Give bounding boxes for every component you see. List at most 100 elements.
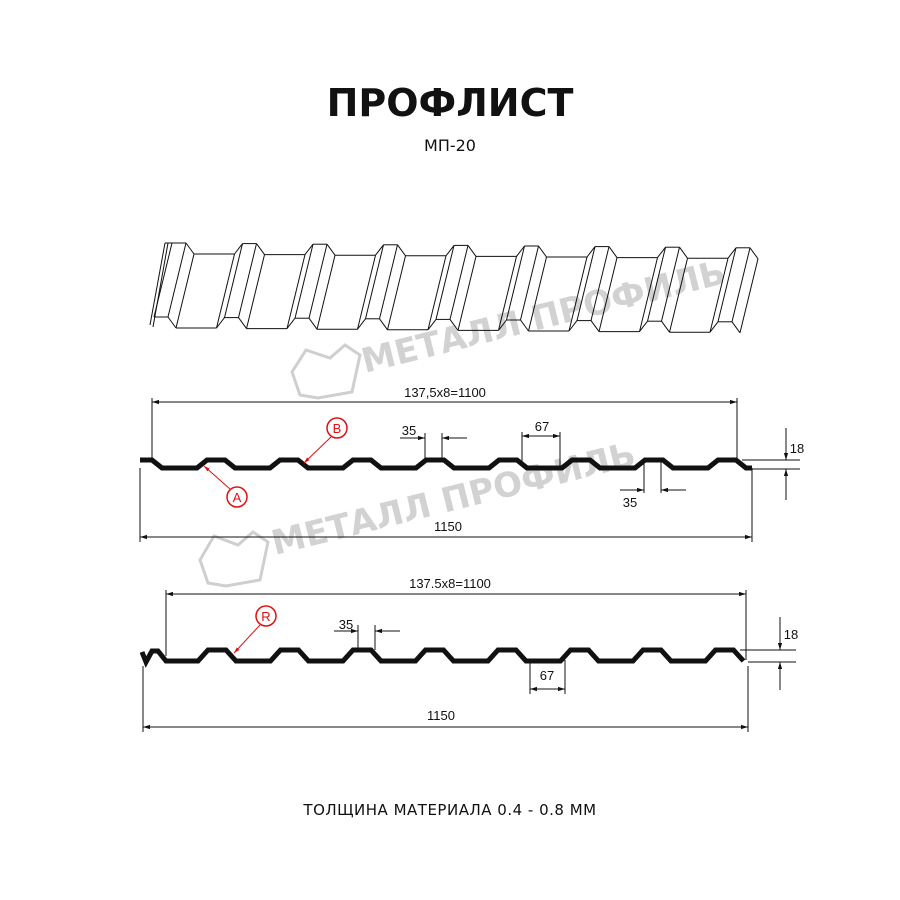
sheet-3d-view (149, 242, 759, 334)
pitch-dimension-label: 137.5x8=1100 (409, 576, 491, 591)
sheet-edge (657, 246, 666, 258)
total-width-label: 1150 (434, 519, 462, 534)
sheet-edge (185, 242, 195, 255)
material-thickness: ТОЛЩИНА МАТЕРИАЛА 0.4 - 0.8 ММ (302, 801, 596, 819)
sheet-edge (590, 246, 610, 321)
sheet-edge (379, 244, 398, 319)
sheet-edge (498, 256, 517, 331)
sheet-edge (739, 258, 759, 333)
sheet-edge (528, 256, 547, 332)
sheet-edge (731, 247, 751, 322)
sheet-edge (717, 247, 737, 322)
sheet-edge (294, 244, 314, 319)
sheet-edge (498, 319, 507, 331)
sheet-edge (365, 244, 384, 319)
crest-width-label: 35 (402, 423, 416, 438)
sheet-edge (238, 243, 257, 318)
sheet-edge (467, 245, 477, 257)
sheet-edge (304, 243, 314, 255)
sheet-edge (568, 256, 588, 332)
callout-b: B (303, 417, 348, 464)
sheet-edge (608, 246, 618, 258)
sheet-edge (256, 243, 265, 255)
callout-b-label: B (333, 421, 342, 436)
sheet-edge (435, 245, 455, 320)
callout-r: R (233, 605, 277, 654)
pitch-dimension-label: 137,5x8=1100 (404, 385, 486, 400)
watermark-logo-icon (290, 343, 362, 400)
sheet-edge (506, 245, 525, 321)
sheet-edge (568, 320, 578, 332)
model-name: МП-20 (424, 136, 476, 155)
height-label: 18 (784, 627, 798, 642)
sheet-edge (679, 246, 688, 259)
sheet-edge (661, 320, 670, 333)
sheet-edge (286, 317, 296, 329)
sheet-edge (427, 319, 437, 331)
callout-a: A (203, 465, 248, 508)
profile-2: 137.5x8=1100 1150 35 67 18 R (139, 576, 798, 732)
sheet-edge (516, 245, 525, 257)
sheet-edge (167, 316, 177, 329)
sheet-edge (316, 255, 336, 330)
sheet-edge (357, 255, 376, 330)
sheet-edge (709, 321, 719, 333)
sheet-edge (234, 243, 243, 255)
sheet-edge (427, 255, 447, 330)
bottom-width-label: 35 (623, 495, 637, 510)
profile-1: 137,5x8=1100 1150 35 67 35 18 B A (139, 385, 804, 542)
sheet-edge (639, 320, 648, 332)
sheet-edge (326, 243, 336, 256)
sheet-edge (216, 317, 225, 329)
profile-1-outline (140, 457, 752, 471)
sheet-edge (457, 256, 477, 331)
sheet-edge (590, 320, 600, 332)
watermark-text: МЕТАЛЛ ПРОФИЛЬ (268, 435, 640, 564)
watermark-2: МЕТАЛЛ ПРОФИЛЬ (198, 435, 640, 588)
sheet-edge (357, 318, 366, 330)
sheet-edge (727, 247, 737, 259)
sheet-edge (379, 318, 388, 331)
sheet-edge (749, 247, 759, 260)
sheet-edge (286, 254, 306, 329)
crest-width-label: 35 (339, 617, 353, 632)
sheet-edge (576, 246, 596, 321)
sheet-edge (731, 321, 741, 334)
sheet-edge (639, 257, 658, 332)
sheet-edge (387, 255, 406, 330)
height-label: 18 (790, 441, 804, 456)
sheet-edge (520, 245, 539, 321)
sheet-edge (449, 245, 469, 320)
sheet-edge (397, 244, 406, 257)
sheet-edge (246, 254, 265, 329)
sheet-edge (375, 244, 384, 256)
sheet-edge (224, 243, 243, 318)
sheet-edge (152, 242, 169, 328)
sheet-edge (308, 317, 318, 330)
sheet-edge (175, 253, 195, 329)
sheet-edge (661, 247, 680, 322)
sheet-edge (709, 258, 729, 333)
watermark-logo-icon (198, 530, 270, 588)
sheet-edge (598, 257, 618, 332)
sheet-edge (238, 317, 247, 329)
sheet-edge (669, 258, 688, 333)
profile-2-outline (139, 647, 746, 668)
sheet-edge (449, 319, 459, 331)
sheet-edge (308, 244, 328, 319)
sheet-edge (149, 242, 166, 326)
page-title: ПРОФЛИСТ (327, 81, 574, 125)
valley-width-label: 67 (540, 668, 554, 683)
sheet-edge (167, 242, 187, 318)
callout-a-label: A (233, 490, 242, 505)
sheet-edge (538, 245, 547, 258)
sheet-edge (647, 247, 666, 322)
callout-r-label: R (261, 609, 270, 624)
sheet-edge (586, 246, 596, 258)
sheet-edge (445, 245, 455, 257)
total-width-label: 1150 (427, 708, 455, 723)
valley-width-label: 67 (535, 419, 549, 434)
sheet-edge (520, 319, 529, 332)
sheet-edge (216, 253, 235, 329)
